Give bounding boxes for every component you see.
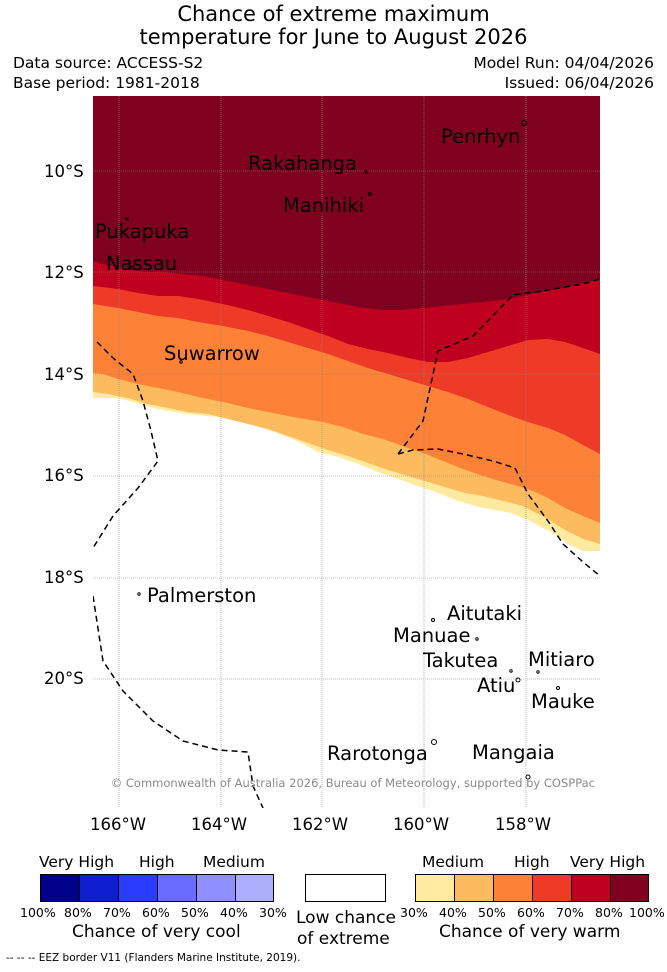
warm-colorbar (415, 874, 649, 902)
neutral-caption-line2: of extreme (297, 929, 390, 949)
cool-swatch-40-50 (196, 874, 236, 902)
place-rakahanga: Rakahanga (248, 152, 357, 175)
copyright-notice: © Commonwealth of Australia 2026, Bureau… (110, 776, 595, 790)
lon-label-160w: 160°W (393, 815, 450, 834)
warm-tick-50: 50% (478, 905, 506, 920)
place-manihiki: Manihiki (283, 194, 365, 217)
lon-label-162w: 162°W (292, 815, 349, 834)
eez-footnote: -- -- -- EEZ border V11 (Flanders Marine… (6, 952, 301, 964)
warm-swatch-30-40 (415, 874, 455, 902)
cool-tick-60: 60% (142, 905, 170, 920)
place-mauke: Mauke (531, 690, 595, 713)
eez-border (93, 278, 600, 808)
cool-label-very-high: Very High (39, 853, 115, 871)
cool-swatch-50-60 (157, 874, 197, 902)
cool-colorbar (40, 874, 274, 902)
gridlines (93, 96, 600, 808)
place-atiu: Atiu (477, 674, 516, 697)
warm-label-very-high: Very High (570, 853, 646, 871)
warm-swatch-40-50 (454, 874, 494, 902)
warm-tick-30: 30% (400, 905, 428, 920)
cool-swatch-30-40 (235, 874, 274, 902)
map-title-line2: temperature for June to August 2026 (139, 25, 528, 49)
cool-swatch-70-80 (79, 874, 119, 902)
lat-label-14s: 14°S (44, 365, 84, 384)
lon-label-158w: 158°W (495, 815, 552, 834)
model-run: Model Run: 04/04/2026 (473, 54, 654, 72)
lon-label-164w: 164°W (191, 815, 248, 834)
cool-tick-100: 100% (20, 905, 56, 920)
warm-tick-80: 80% (595, 905, 623, 920)
cool-label-medium: Medium (203, 853, 265, 871)
place-takutea: Takutea (423, 649, 499, 672)
cool-caption: Chance of very cool (72, 922, 241, 942)
cool-tick-40: 40% (220, 905, 248, 920)
cool-tick-80: 80% (64, 905, 92, 920)
band-80-100 (93, 96, 600, 310)
cool-tick-50: 50% (181, 905, 209, 920)
place-mitiaro: Mitiaro (528, 648, 595, 671)
warm-tick-40: 40% (439, 905, 467, 920)
place-suwarrow: Suwarrow (164, 342, 260, 365)
cool-swatch-60-70 (118, 874, 158, 902)
place-pukapuka: Pukapuka (95, 220, 190, 243)
warm-swatch-50-60 (493, 874, 533, 902)
place-rarotonga: Rarotonga (327, 742, 428, 765)
warm-swatch-70-80 (571, 874, 611, 902)
island-markers (125, 120, 560, 780)
warm-label-high: High (514, 853, 550, 871)
neutral-caption-line1: Low chance (296, 908, 396, 928)
cool-swatch-80-100 (40, 874, 80, 902)
warm-swatch-80-100 (610, 874, 649, 902)
place-manuae: Manuae (393, 624, 471, 647)
lon-label-166w: 166°W (90, 815, 147, 834)
lat-label-16s: 16°S (44, 466, 84, 485)
cool-tick-70: 70% (103, 905, 131, 920)
issued-date: Issued: 06/04/2026 (504, 74, 654, 92)
place-mangaia: Mangaia (472, 741, 555, 764)
warm-caption: Chance of very warm (439, 922, 621, 942)
warm-swatch-60-70 (532, 874, 572, 902)
cool-label-high: High (139, 853, 175, 871)
lat-label-12s: 12°S (44, 263, 84, 282)
map-title-line1: Chance of extreme maximum (177, 2, 490, 26)
lat-label-18s: 18°S (44, 568, 84, 587)
lat-label-20s: 20°S (44, 669, 84, 688)
cool-tick-30: 30% (259, 905, 287, 920)
warm-tick-70: 70% (556, 905, 584, 920)
forecast-map (93, 96, 600, 808)
warm-tick-60: 60% (517, 905, 545, 920)
place-aitutaki: Aitutaki (447, 602, 523, 625)
neutral-swatch (305, 874, 386, 902)
data-source: Data source: ACCESS-S2 (13, 54, 204, 72)
base-period: Base period: 1981-2018 (13, 74, 200, 92)
place-palmerston: Palmerston (147, 584, 257, 607)
lat-label-10s: 10°S (44, 162, 84, 181)
place-nassau: Nassau (106, 252, 178, 275)
warm-label-medium: Medium (422, 853, 484, 871)
place-penrhyn: Penrhyn (441, 125, 521, 148)
warm-tick-100: 100% (629, 905, 665, 920)
